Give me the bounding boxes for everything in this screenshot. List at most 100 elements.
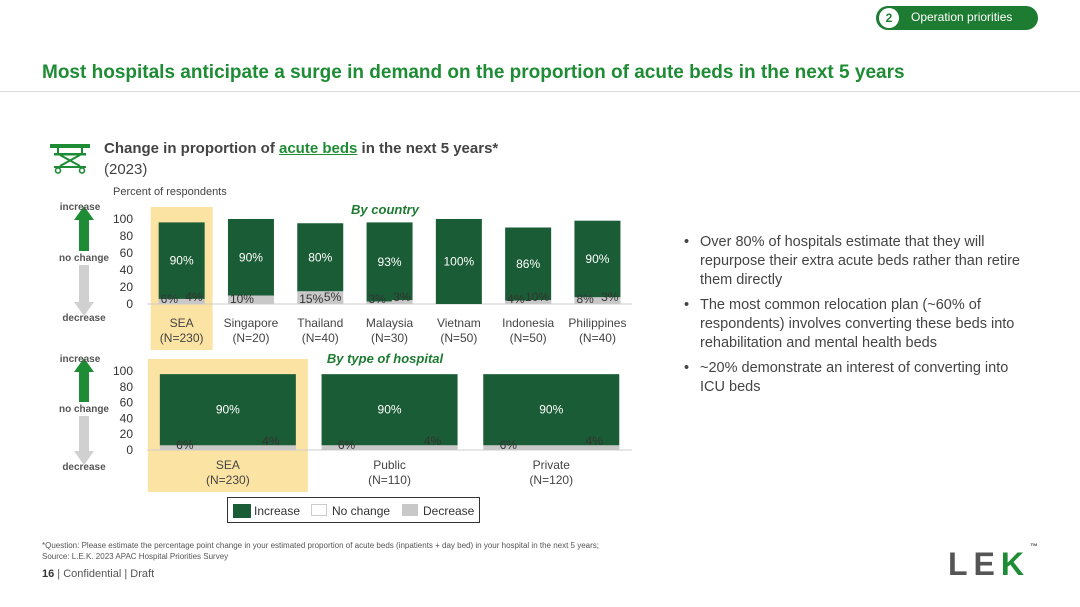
data-label-decrease: 8% bbox=[576, 292, 594, 306]
bar-increase bbox=[227, 219, 274, 296]
y-tick-label: 20 bbox=[120, 280, 134, 294]
chart-title-suffix: in the next 5 years* bbox=[357, 140, 499, 157]
bar-increase bbox=[321, 374, 458, 446]
category-n-label: (N=110) bbox=[368, 473, 411, 487]
bar-no-change bbox=[234, 446, 296, 450]
chart-subtitle: By type of hospital bbox=[327, 351, 444, 366]
increase-arrow-icon bbox=[74, 358, 94, 402]
side-label-decrease: decrease bbox=[62, 313, 106, 324]
category-label: Private bbox=[533, 458, 571, 472]
decrease-arrow-icon bbox=[74, 416, 94, 465]
data-label-increase: 90% bbox=[216, 403, 240, 417]
footnote-source: Source: L.E.K. 2023 APAC Hospital Priori… bbox=[42, 552, 229, 561]
data-label-increase: 90% bbox=[585, 252, 609, 266]
bar-increase bbox=[158, 222, 205, 299]
bar-decrease bbox=[483, 445, 620, 450]
footer-text: | Confidential | Draft bbox=[54, 568, 155, 580]
category-label: Singapore bbox=[224, 316, 279, 330]
data-label-no-change: 4% bbox=[185, 290, 203, 304]
key-takeaways-list: Over 80% of hospitals estimate that they… bbox=[684, 233, 1024, 403]
section-number: 2 bbox=[879, 8, 899, 28]
hospital-bed-icon bbox=[50, 144, 90, 174]
highlight-band-0 bbox=[150, 207, 213, 350]
data-label-increase: 90% bbox=[378, 403, 402, 417]
bar-no-change bbox=[322, 300, 344, 304]
category-n-label: (N=40) bbox=[302, 331, 339, 345]
bar-decrease bbox=[297, 291, 344, 304]
category-label: Indonesia bbox=[502, 316, 554, 330]
category-n-label: (N=120) bbox=[529, 473, 573, 487]
data-label-increase: 90% bbox=[170, 254, 194, 268]
data-label-increase: 100% bbox=[443, 255, 474, 269]
logo-letter-e: E bbox=[973, 546, 1001, 582]
data-label-increase: 86% bbox=[516, 257, 540, 271]
category-n-label: (N=40) bbox=[579, 331, 616, 345]
data-label-decrease: 6% bbox=[176, 438, 194, 452]
data-label-decrease: 6% bbox=[161, 292, 179, 306]
bar-decrease bbox=[505, 300, 552, 304]
logo-letter-k: K bbox=[1000, 546, 1030, 582]
takeaway-item: Over 80% of hospitals estimate that they… bbox=[684, 233, 1024, 290]
highlight-band-1 bbox=[147, 359, 308, 492]
page-footer: 16 | Confidential | Draft bbox=[42, 568, 154, 580]
bar-increase bbox=[574, 220, 621, 298]
bar-decrease bbox=[366, 301, 413, 304]
category-label: SEA bbox=[170, 316, 194, 330]
section-label: Operation priorities bbox=[911, 10, 1013, 24]
logo-letter-l: L bbox=[948, 546, 974, 582]
bar-decrease bbox=[159, 445, 296, 450]
y-tick-label: 60 bbox=[120, 396, 134, 410]
category-label: Public bbox=[373, 458, 406, 472]
y-tick-label: 40 bbox=[120, 263, 134, 277]
footnote: *Question: Please estimate the percentag… bbox=[42, 540, 742, 562]
y-tick-label: 0 bbox=[126, 297, 133, 311]
y-tick-label: 80 bbox=[120, 380, 134, 394]
page-title: Most hospitals anticipate a surge in dem… bbox=[42, 62, 905, 83]
legend-swatch-no-change bbox=[311, 504, 327, 516]
takeaway-item: ~20% demonstrate an interest of converti… bbox=[684, 359, 1024, 397]
category-label: Thailand bbox=[297, 316, 343, 330]
category-n-label: (N=30) bbox=[371, 331, 408, 345]
chart-title: Change in proportion of acute beds in th… bbox=[104, 140, 498, 157]
category-n-label: (N=230) bbox=[206, 473, 250, 487]
data-label-no-change: 10% bbox=[525, 290, 549, 304]
category-n-label: (N=50) bbox=[440, 331, 477, 345]
data-label-increase: 90% bbox=[539, 403, 563, 417]
category-label: Vietnam bbox=[437, 316, 481, 330]
legend-label-no-change: No change bbox=[332, 504, 391, 518]
data-label-no-change: 4% bbox=[424, 434, 442, 448]
y-tick-label: 20 bbox=[120, 427, 134, 441]
data-label-increase: 90% bbox=[239, 250, 263, 264]
side-label-no-change: no change bbox=[59, 253, 109, 264]
bar-no-change bbox=[599, 300, 621, 304]
logo-trademark: ™ bbox=[1030, 542, 1038, 552]
legend-swatch-decrease bbox=[402, 504, 418, 516]
data-label-decrease: 15% bbox=[299, 292, 323, 306]
category-n-label: (N=20) bbox=[232, 331, 269, 345]
legend-label-increase: Increase bbox=[254, 504, 301, 518]
y-tick-label: 100 bbox=[113, 364, 133, 378]
data-label-increase: 93% bbox=[378, 255, 402, 269]
legend-label-decrease: Decrease bbox=[423, 504, 475, 518]
chart-legend: Increase No change Decrease bbox=[227, 497, 480, 523]
section-tag: 2 Operation priorities bbox=[876, 6, 1038, 30]
category-n-label: (N=50) bbox=[510, 331, 547, 345]
y-tick-label: 60 bbox=[120, 246, 134, 260]
side-label-no-change: no change bbox=[59, 404, 109, 415]
y-axis-unit-label: Percent of respondents bbox=[113, 186, 227, 198]
category-n-label: (N=230) bbox=[160, 331, 204, 345]
chart-year: (2023) bbox=[104, 161, 148, 178]
bar-no-change bbox=[558, 446, 620, 450]
bar-no-change bbox=[391, 300, 413, 304]
chart-title-highlight: acute beds bbox=[278, 140, 358, 157]
category-label: Philippines bbox=[568, 316, 626, 330]
page-number: 16 bbox=[42, 568, 55, 580]
data-label-no-change: 4% bbox=[586, 434, 604, 448]
bar-increase bbox=[366, 222, 413, 302]
data-label-decrease: 6% bbox=[500, 438, 518, 452]
y-tick-label: 40 bbox=[120, 411, 134, 425]
bar-increase bbox=[159, 374, 296, 446]
bar-increase bbox=[505, 227, 552, 301]
bar-decrease bbox=[574, 297, 621, 304]
data-label-no-change: 3% bbox=[601, 290, 619, 304]
